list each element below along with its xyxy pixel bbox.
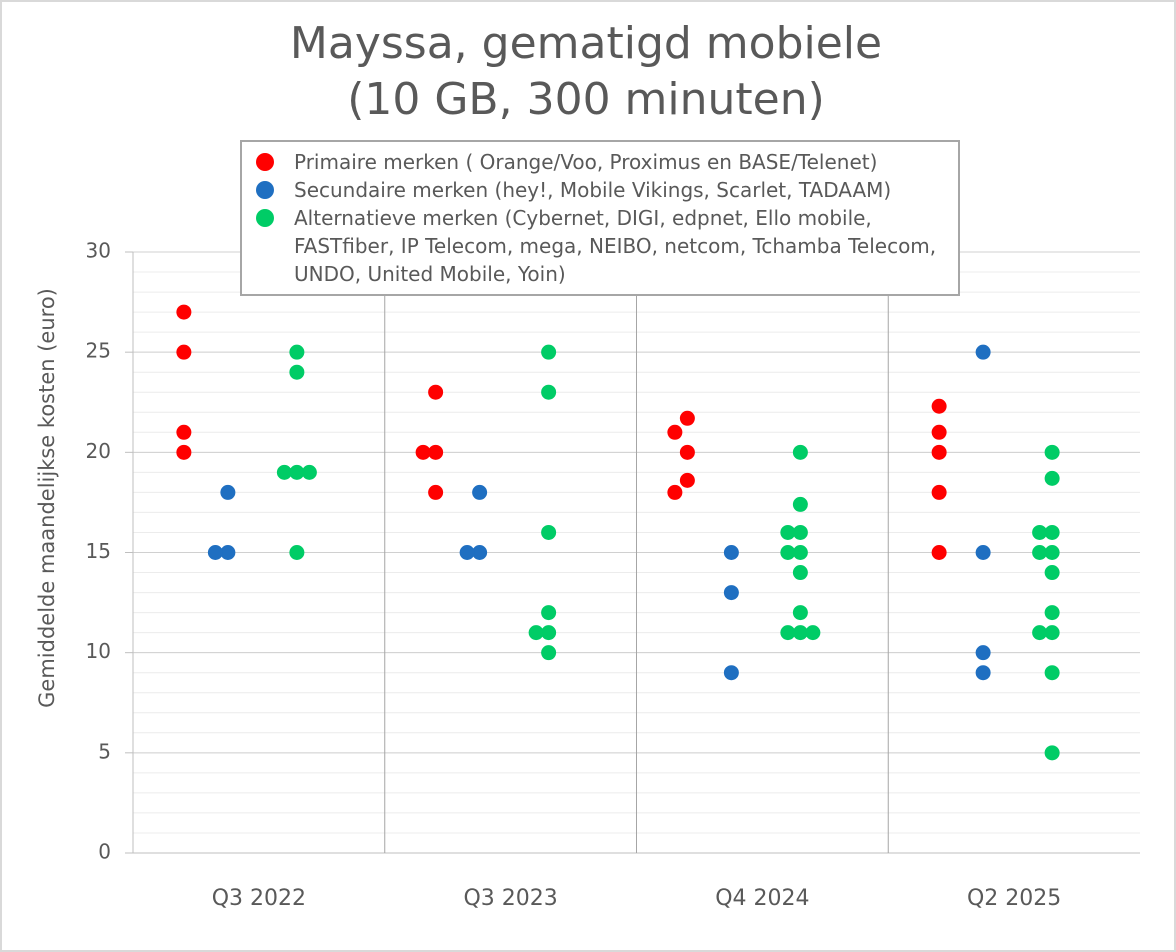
point <box>792 565 808 581</box>
y-tick-label: 5 <box>98 739 111 763</box>
y-tick-label: 20 <box>86 439 111 463</box>
point <box>792 545 808 560</box>
point <box>679 444 695 460</box>
point <box>931 398 947 414</box>
point <box>1044 444 1060 460</box>
point <box>679 472 695 488</box>
point <box>1032 625 1048 641</box>
y-tick-label: 0 <box>98 840 111 864</box>
point <box>176 344 192 360</box>
point <box>780 625 796 641</box>
point <box>301 464 317 480</box>
point <box>1044 545 1060 560</box>
point <box>975 545 991 560</box>
point <box>541 625 557 641</box>
legend-marker <box>256 181 274 199</box>
legend-label: Alternatieve merken (Cybernet, DIGI, edp… <box>294 206 937 286</box>
point <box>428 384 444 400</box>
point <box>541 645 557 661</box>
point <box>667 484 683 500</box>
point <box>1044 745 1060 761</box>
point <box>1032 545 1048 560</box>
point <box>428 444 444 460</box>
point <box>1032 524 1048 540</box>
point <box>805 625 821 641</box>
point <box>176 424 192 440</box>
point <box>792 496 808 512</box>
point <box>792 605 808 621</box>
point <box>472 484 488 500</box>
point <box>667 424 683 440</box>
point <box>541 605 557 621</box>
y-tick-label: 25 <box>86 339 111 363</box>
point <box>459 545 475 560</box>
point <box>792 444 808 460</box>
point <box>723 545 739 560</box>
y-axis-label: Gemiddelde maandelijkse kosten (euro) <box>35 288 59 708</box>
point <box>931 444 947 460</box>
legend-item: Primaire merken ( Orange/Voo, Proximus e… <box>250 148 950 176</box>
point <box>975 344 991 360</box>
point <box>289 364 305 380</box>
point <box>780 524 796 540</box>
point <box>723 665 739 681</box>
point <box>541 524 557 540</box>
x-tick-label: Q3 2022 <box>212 886 306 911</box>
point <box>1044 625 1060 641</box>
legend-marker <box>256 209 274 227</box>
point <box>931 484 947 500</box>
point <box>780 545 796 560</box>
point <box>1044 470 1060 486</box>
legend-item: Secundaire merken (hey!, Mobile Vikings,… <box>250 176 950 204</box>
point <box>1044 605 1060 621</box>
point <box>679 410 695 426</box>
point <box>289 464 305 480</box>
point <box>723 585 739 601</box>
point <box>428 484 444 500</box>
legend-label: Primaire merken ( Orange/Voo, Proximus e… <box>294 150 878 174</box>
y-tick-label: 15 <box>86 539 111 563</box>
point <box>289 344 305 360</box>
point <box>975 645 991 661</box>
point <box>472 545 488 560</box>
x-tick-label: Q4 2024 <box>715 886 809 911</box>
point <box>975 665 991 681</box>
point <box>1044 665 1060 681</box>
point <box>207 545 223 560</box>
point <box>541 384 557 400</box>
x-tick-label: Q3 2023 <box>463 886 557 911</box>
point <box>289 545 305 560</box>
point <box>415 444 431 460</box>
point <box>220 484 236 500</box>
point <box>528 625 544 641</box>
legend: Primaire merken ( Orange/Voo, Proximus e… <box>240 140 960 296</box>
legend-label: Secundaire merken (hey!, Mobile Vikings,… <box>294 178 892 202</box>
y-tick-label: 30 <box>86 239 111 263</box>
point <box>792 524 808 540</box>
point <box>792 625 808 641</box>
y-tick-label: 10 <box>86 639 111 663</box>
point <box>931 545 947 560</box>
point <box>1044 524 1060 540</box>
point <box>276 464 292 480</box>
legend-marker <box>256 153 274 171</box>
point <box>176 444 192 460</box>
point <box>1044 565 1060 581</box>
point <box>220 545 236 560</box>
point <box>541 344 557 360</box>
legend-item: Alternatieve merken (Cybernet, DIGI, edp… <box>250 204 950 288</box>
x-tick-label: Q2 2025 <box>967 886 1061 911</box>
point <box>931 424 947 440</box>
chart-title: (10 GB, 300 minuten) <box>347 74 825 125</box>
chart-title: Mayssa, gematigd mobiele <box>290 18 882 69</box>
point <box>176 304 192 320</box>
